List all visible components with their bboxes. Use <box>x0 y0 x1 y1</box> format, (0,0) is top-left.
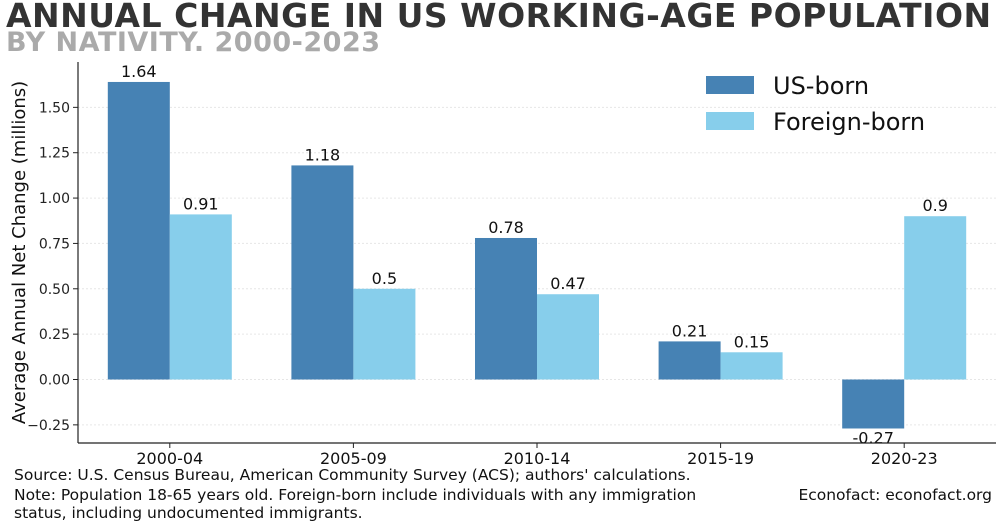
data-label: -0.27 <box>852 428 893 447</box>
bar-us-born <box>107 81 170 380</box>
population-note-continued: status, including undocumented immigrant… <box>14 504 363 522</box>
bar-foreign-born <box>169 214 232 380</box>
bar-foreign-born <box>537 294 599 380</box>
source-note: Source: U.S. Census Bureau, American Com… <box>14 466 691 484</box>
credit: Econofact: econofact.org <box>798 486 992 504</box>
x-tick-label: 2000-04 <box>136 449 203 468</box>
y-tick-label: 0.00 <box>39 373 70 389</box>
data-label: 1.18 <box>305 145 341 164</box>
y-tick-label: −0.25 <box>27 418 70 434</box>
bar-us-born <box>291 165 354 380</box>
data-label: 0.91 <box>183 194 219 213</box>
bar-foreign-born <box>904 216 967 380</box>
data-label: 0.9 <box>922 196 947 215</box>
bar-us-born <box>842 379 905 429</box>
y-tick-label: 1.25 <box>39 146 70 162</box>
data-label: 0.15 <box>734 332 770 351</box>
y-tick-label: 0.25 <box>39 327 70 343</box>
y-tick-label: 1.00 <box>39 191 70 207</box>
y-axis-label: Average Annual Net Change (millions) <box>9 81 30 424</box>
x-tick-label: 2005-09 <box>320 449 387 468</box>
x-tick-label: 2010-14 <box>504 449 571 468</box>
legend-swatch-us-born <box>706 76 754 94</box>
legend-swatch-foreign-born <box>706 112 754 130</box>
bar-foreign-born <box>353 288 416 380</box>
legend-label-foreign-born: Foreign-born <box>773 108 925 136</box>
x-tick-label: 2020-23 <box>871 449 938 468</box>
x-tick-label: 2015-19 <box>687 449 754 468</box>
bar-us-born <box>475 237 537 380</box>
data-label: 0.47 <box>550 274 586 293</box>
bar-us-born <box>658 341 721 380</box>
population-note: Note: Population 18-65 years old. Foreig… <box>14 486 697 504</box>
data-label: 1.64 <box>121 62 157 81</box>
y-tick-label: 0.50 <box>39 282 70 298</box>
bar-foreign-born <box>720 352 783 380</box>
data-label: 0.21 <box>672 321 708 340</box>
data-label: 0.5 <box>372 269 397 288</box>
chart-subtitle: BY NATIVITY. 2000-2023 <box>6 27 381 58</box>
chart-title: ANNUAL CHANGE IN US WORKING-AGE POPULATI… <box>6 0 992 35</box>
data-label: 0.78 <box>488 218 524 237</box>
legend-label-us-born: US-born <box>773 72 869 100</box>
y-tick-label: 1.50 <box>39 100 70 116</box>
y-tick-label: 0.75 <box>39 236 70 252</box>
